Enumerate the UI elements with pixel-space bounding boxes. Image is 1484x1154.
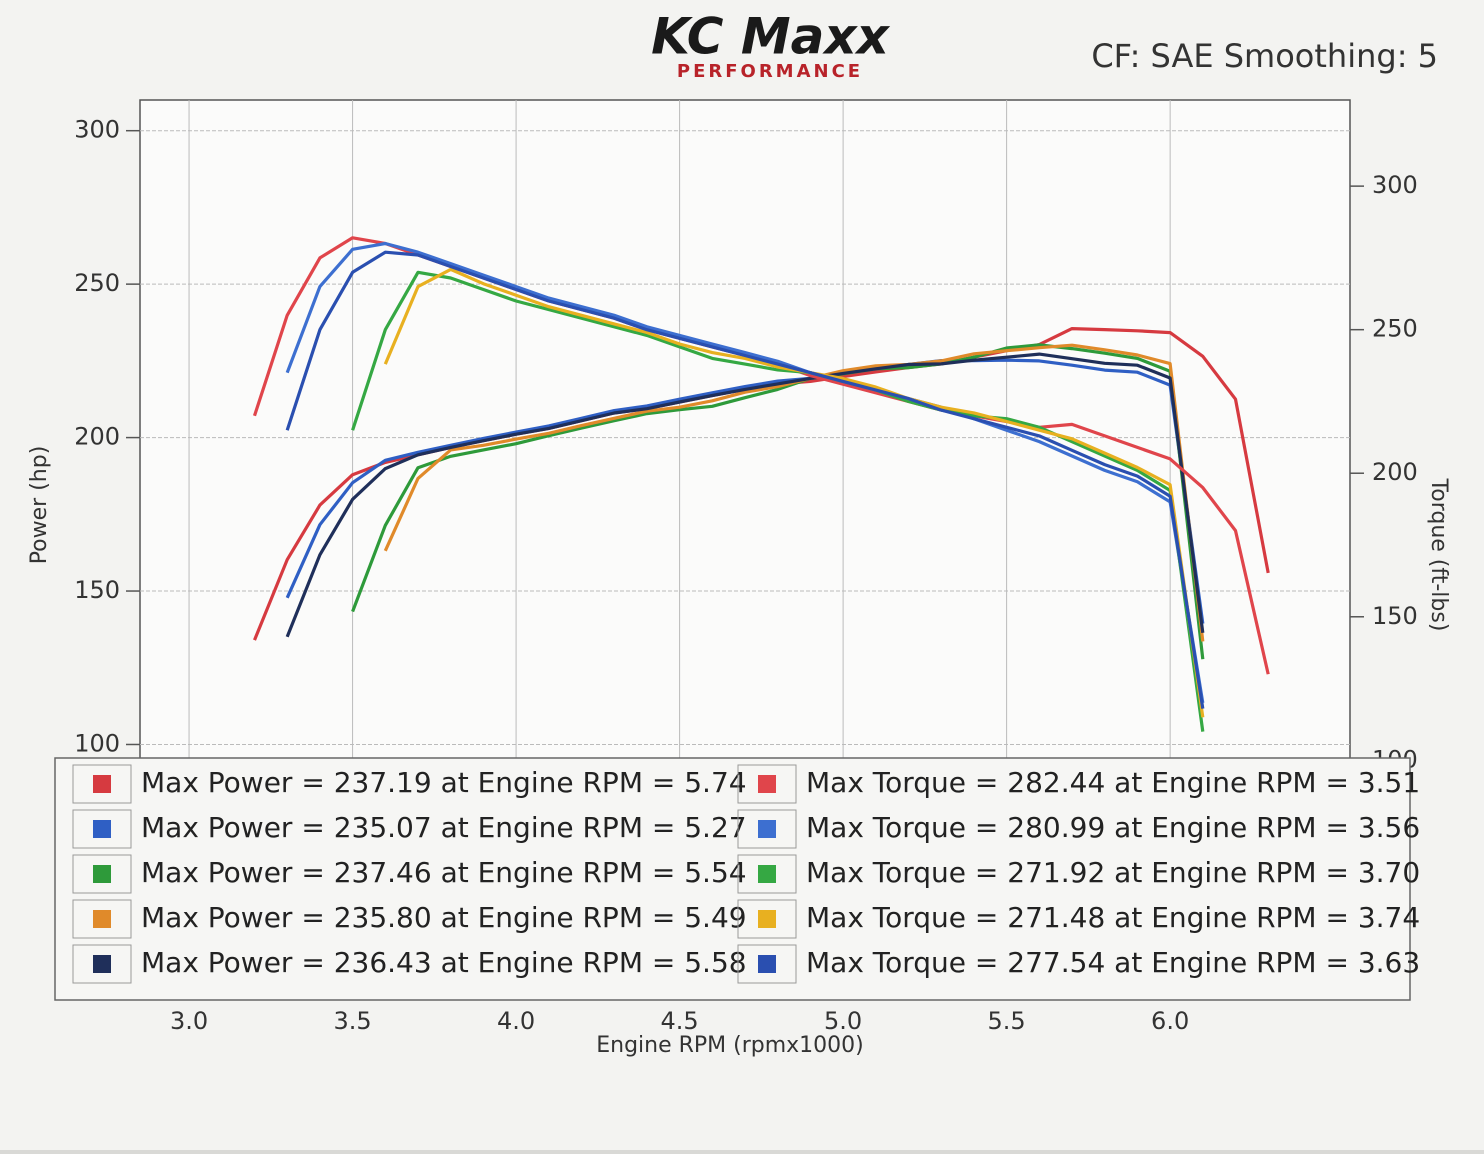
annotation: CF: SAE Smoothing: 5	[1091, 37, 1438, 75]
legend-frame	[72, 899, 132, 939]
legend-swatch	[758, 865, 776, 883]
series-line	[285, 358, 1205, 624]
series-line	[285, 241, 1205, 704]
legend-label: Max Power = 237.19 at Engine RPM = 5.74	[141, 766, 747, 799]
legend-label: Max Power = 236.43 at Engine RPM = 5.58	[141, 946, 747, 979]
series-line	[285, 352, 1205, 638]
legend-frame	[737, 764, 797, 804]
legend-swatch	[93, 865, 111, 883]
x-axis-title: Engine RPM (rpmx1000)	[596, 1033, 864, 1058]
legend-swatch	[758, 775, 776, 793]
legend-swatch	[758, 910, 776, 928]
x-tick-label: 4.0	[497, 1007, 535, 1035]
legend-label: Max Torque = 277.54 at Engine RPM = 3.63	[806, 946, 1420, 979]
series-line	[285, 250, 1205, 709]
x-tick-label: 5.5	[988, 1007, 1026, 1035]
y-tick-label: 100	[74, 729, 120, 757]
y-axis-title: Power (hp)	[27, 446, 52, 565]
x-tick-label: 3.5	[333, 1007, 371, 1035]
legend-swatch	[758, 955, 776, 973]
legend-swatch	[758, 820, 776, 838]
x-tick-label: 4.5	[661, 1007, 699, 1035]
y2-tick-label: 300	[1372, 171, 1418, 199]
legend-swatch	[93, 820, 111, 838]
logo-subtitle: PERFORMANCE	[677, 61, 863, 82]
x-tick-label: 5.0	[824, 1007, 862, 1035]
legend-label: Max Power = 237.46 at Engine RPM = 5.54	[141, 856, 747, 889]
legend-box	[54, 757, 1411, 1001]
legend-label: Max Power = 235.07 at Engine RPM = 5.27	[141, 811, 747, 844]
legend-swatch	[93, 955, 111, 973]
legend-frame	[737, 944, 797, 984]
legend-swatch	[93, 910, 111, 928]
y-tick-label: 200	[74, 423, 120, 451]
logo-title: KC Maxx	[651, 8, 890, 66]
legend-label: Max Power = 235.80 at Engine RPM = 5.49	[141, 901, 747, 934]
legend-label: Max Torque = 271.92 at Engine RPM = 3.70	[806, 856, 1420, 889]
y2-tick-label: 200	[1372, 458, 1418, 486]
legend-frame	[72, 764, 132, 804]
legend-frame	[737, 854, 797, 894]
legend-frame	[737, 899, 797, 939]
legend-frame	[72, 944, 132, 984]
legend-swatch	[93, 775, 111, 793]
y-tick-label: 250	[74, 269, 120, 297]
y2-tick-label: 150	[1372, 602, 1418, 630]
legend-label: Max Torque = 282.44 at Engine RPM = 3.51	[806, 766, 1420, 799]
legend-frame	[72, 854, 132, 894]
y-tick-label: 300	[74, 116, 120, 144]
x-tick-label: 6.0	[1151, 1007, 1189, 1035]
y-tick-label: 150	[74, 576, 120, 604]
x-tick-label: 3.0	[170, 1007, 208, 1035]
y2-tick-label: 250	[1372, 315, 1418, 343]
legend-frame	[737, 809, 797, 849]
y2-axis-title: Torque (ft-lbs)	[1426, 478, 1451, 632]
legend-frame	[72, 809, 132, 849]
legend-label: Max Torque = 271.48 at Engine RPM = 3.74	[806, 901, 1420, 934]
legend-label: Max Torque = 280.99 at Engine RPM = 3.56	[806, 811, 1420, 844]
